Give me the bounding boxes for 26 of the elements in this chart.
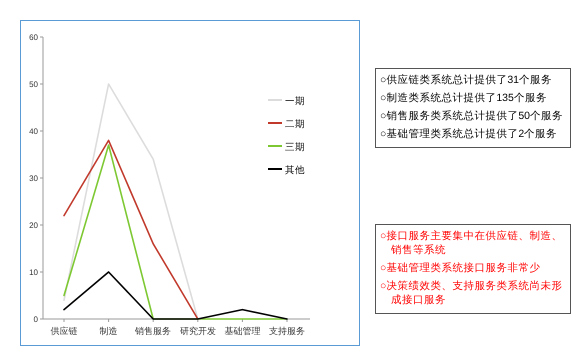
- y-tick-label: 20: [29, 221, 39, 230]
- legend-label: 二期: [285, 118, 305, 130]
- text: ○决策绩效类、支持服务类系统尚未形成接口服务: [380, 279, 564, 307]
- y-tick-label: 50: [29, 80, 39, 89]
- text: ○基础管理类系统总计提供了2个服务: [380, 127, 558, 141]
- legend-label: 三期: [285, 141, 305, 153]
- legend-label: 一期: [285, 95, 305, 107]
- line-series: [63, 140, 199, 320]
- text: ○基础管理类系统接口服务非常少: [380, 261, 542, 275]
- x-tick-label: 销售服务: [134, 326, 172, 336]
- text: ○制造类系统总计提供了135个服务: [380, 91, 548, 105]
- y-tick-label: 0: [34, 315, 39, 324]
- x-tick-label: 供应链: [50, 326, 78, 336]
- text: ○接口服务主要集中在供应链、制造、销售等系统: [380, 229, 564, 257]
- y-tick-label: 30: [29, 174, 39, 183]
- x-tick-label: 支持服务: [269, 326, 305, 336]
- x-tick-label: 基础管理: [224, 326, 260, 336]
- y-tick-label: 60: [29, 33, 39, 42]
- x-tick-label: 研究开发: [180, 326, 216, 336]
- text: ○销售服务类系统总计提供了50个服务: [380, 109, 564, 123]
- y-tick-label: 10: [29, 268, 39, 277]
- x-tick-label: 制造: [100, 326, 118, 336]
- y-tick-label: 40: [29, 127, 39, 136]
- line-series: [63, 83, 199, 320]
- legend-label: 其他: [285, 164, 305, 176]
- text: ○供应链类系统总计提供了31个服务: [380, 73, 554, 87]
